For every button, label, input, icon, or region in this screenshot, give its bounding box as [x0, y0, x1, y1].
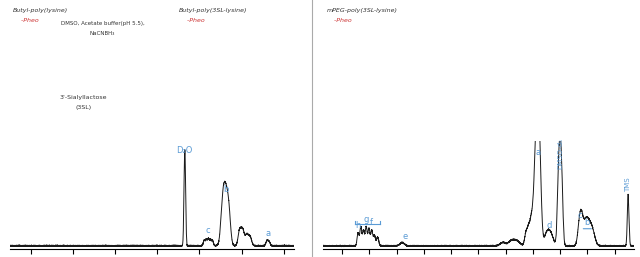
Text: c: c — [205, 226, 210, 235]
Text: f: f — [370, 218, 373, 227]
Text: b: b — [223, 186, 228, 195]
Text: DMSO-d₆: DMSO-d₆ — [557, 138, 563, 169]
Text: d: d — [547, 222, 552, 231]
Text: Butyl-poly(3SL-lysine): Butyl-poly(3SL-lysine) — [179, 8, 248, 13]
Text: a: a — [535, 148, 540, 157]
Text: h: h — [355, 221, 361, 230]
Text: (3SL): (3SL) — [75, 105, 92, 110]
Text: e: e — [403, 232, 408, 241]
Text: -Pheo: -Pheo — [179, 18, 205, 23]
Text: DMSO, Acetate buffer(pH 5.5),: DMSO, Acetate buffer(pH 5.5), — [61, 21, 144, 25]
Text: -Pheo: -Pheo — [13, 18, 38, 23]
Text: c: c — [578, 211, 582, 220]
Text: mPEG-poly(3SL-lysine): mPEG-poly(3SL-lysine) — [326, 8, 397, 13]
Text: TMS: TMS — [625, 177, 631, 192]
Text: NaCNBH₃: NaCNBH₃ — [90, 31, 115, 36]
Text: b: b — [584, 218, 590, 227]
Text: -Pheo: -Pheo — [326, 18, 352, 23]
Text: D₂O: D₂O — [177, 146, 193, 155]
Text: a: a — [266, 229, 271, 238]
Text: g: g — [364, 215, 369, 224]
Text: 3'-Sialyllactose: 3'-Sialyllactose — [60, 95, 107, 100]
Text: Butyl-poly(lysine): Butyl-poly(lysine) — [13, 8, 68, 13]
